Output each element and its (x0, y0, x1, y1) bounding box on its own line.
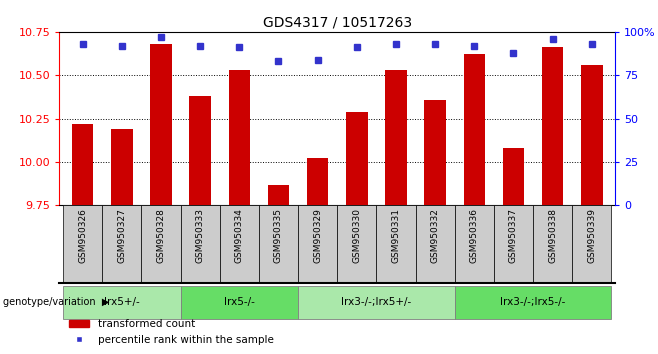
Text: lrx5-/-: lrx5-/- (224, 297, 255, 307)
Bar (72, 124, 93, 205)
Legend: transformed count, percentile rank within the sample: transformed count, percentile rank withi… (64, 315, 278, 349)
Text: lrx3-/-;lrx5-/-: lrx3-/-;lrx5-/- (500, 297, 566, 307)
Bar (190, 96, 211, 205)
FancyBboxPatch shape (455, 286, 611, 319)
FancyBboxPatch shape (494, 205, 533, 283)
Bar (150, 44, 172, 205)
Text: GSM950328: GSM950328 (157, 208, 166, 263)
Title: GDS4317 / 10517263: GDS4317 / 10517263 (263, 15, 412, 29)
Text: GSM950339: GSM950339 (587, 208, 596, 263)
Text: GSM950330: GSM950330 (352, 208, 361, 263)
FancyBboxPatch shape (455, 205, 494, 283)
FancyBboxPatch shape (141, 205, 180, 283)
Text: GSM950329: GSM950329 (313, 208, 322, 263)
Bar (503, 148, 524, 205)
FancyBboxPatch shape (180, 286, 298, 319)
Text: genotype/variation  ▶: genotype/variation ▶ (3, 297, 110, 307)
Text: GSM950326: GSM950326 (78, 208, 88, 263)
Bar (307, 159, 328, 205)
Bar (424, 99, 446, 205)
FancyBboxPatch shape (63, 205, 102, 283)
FancyBboxPatch shape (416, 205, 455, 283)
Bar (346, 112, 368, 205)
FancyBboxPatch shape (533, 205, 572, 283)
Text: GSM950327: GSM950327 (117, 208, 126, 263)
Text: lrx3-/-;lrx5+/-: lrx3-/-;lrx5+/- (342, 297, 411, 307)
Bar (581, 65, 603, 205)
Bar (385, 70, 407, 205)
FancyBboxPatch shape (63, 286, 180, 319)
Bar (111, 129, 133, 205)
FancyBboxPatch shape (220, 205, 259, 283)
FancyBboxPatch shape (572, 205, 611, 283)
Text: GSM950334: GSM950334 (235, 208, 244, 263)
Text: GSM950336: GSM950336 (470, 208, 479, 263)
FancyBboxPatch shape (376, 205, 416, 283)
FancyBboxPatch shape (298, 205, 337, 283)
FancyBboxPatch shape (259, 205, 298, 283)
FancyBboxPatch shape (102, 205, 141, 283)
Text: GSM950337: GSM950337 (509, 208, 518, 263)
FancyBboxPatch shape (298, 286, 455, 319)
Bar (228, 70, 250, 205)
Text: lrx5+/-: lrx5+/- (104, 297, 139, 307)
Bar (463, 55, 485, 205)
Text: GSM950335: GSM950335 (274, 208, 283, 263)
Text: GSM950338: GSM950338 (548, 208, 557, 263)
FancyBboxPatch shape (180, 205, 220, 283)
Text: GSM950331: GSM950331 (392, 208, 401, 263)
FancyBboxPatch shape (337, 205, 376, 283)
Bar (268, 184, 290, 205)
Bar (542, 47, 563, 205)
Text: GSM950333: GSM950333 (195, 208, 205, 263)
Text: GSM950332: GSM950332 (430, 208, 440, 263)
